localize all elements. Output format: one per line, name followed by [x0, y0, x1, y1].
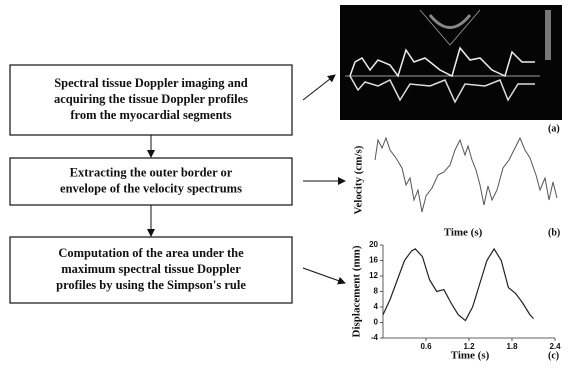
y-tick-label: 16	[369, 256, 378, 265]
box-text: envelope of the velocity spectrums	[60, 181, 242, 195]
panel-label: (c)	[548, 350, 559, 361]
page: Spectral tissue Doppler imaging and acqui…	[0, 0, 569, 377]
y-tick-label: 0	[374, 318, 379, 327]
y-tick-label: -4	[371, 333, 379, 342]
box-text: acquiring the tissue Doppler profiles	[54, 92, 248, 106]
y-tick-label: 4	[374, 302, 379, 311]
y-tick-label: 20	[369, 240, 378, 249]
box-text: maximum spectral tissue Doppler	[61, 262, 241, 276]
box-text: Computation of the area under the	[58, 246, 244, 260]
x-tick-label: 0.6	[420, 342, 432, 351]
box-text: Spectral tissue Doppler imaging and	[54, 76, 248, 90]
x-axis-label: Time (s)	[444, 227, 483, 239]
arrow	[303, 75, 335, 100]
x-axis-label: Time (s)	[451, 350, 490, 362]
y-tick-label: 8	[374, 287, 379, 296]
box-text: from the myocardial segments	[70, 108, 231, 122]
box-text: profiles by using the Simpson's rule	[56, 278, 246, 292]
doppler-image	[340, 5, 562, 120]
arrow	[303, 268, 345, 283]
x-tick-label: 1.8	[506, 342, 518, 351]
y-tick-label: 12	[369, 271, 378, 280]
velocity-curve	[375, 138, 557, 212]
panel-label: (b)	[548, 227, 560, 238]
panel-label: (a)	[548, 123, 560, 134]
box-text: Extracting the outer border or	[70, 165, 233, 179]
figure: Spectral tissue Doppler imaging and acqui…	[0, 0, 569, 377]
y-axis-label: Displacement (mm)	[351, 245, 363, 337]
displacement-line	[383, 249, 534, 321]
y-axis-label: Velocity (cm/s)	[353, 145, 365, 214]
